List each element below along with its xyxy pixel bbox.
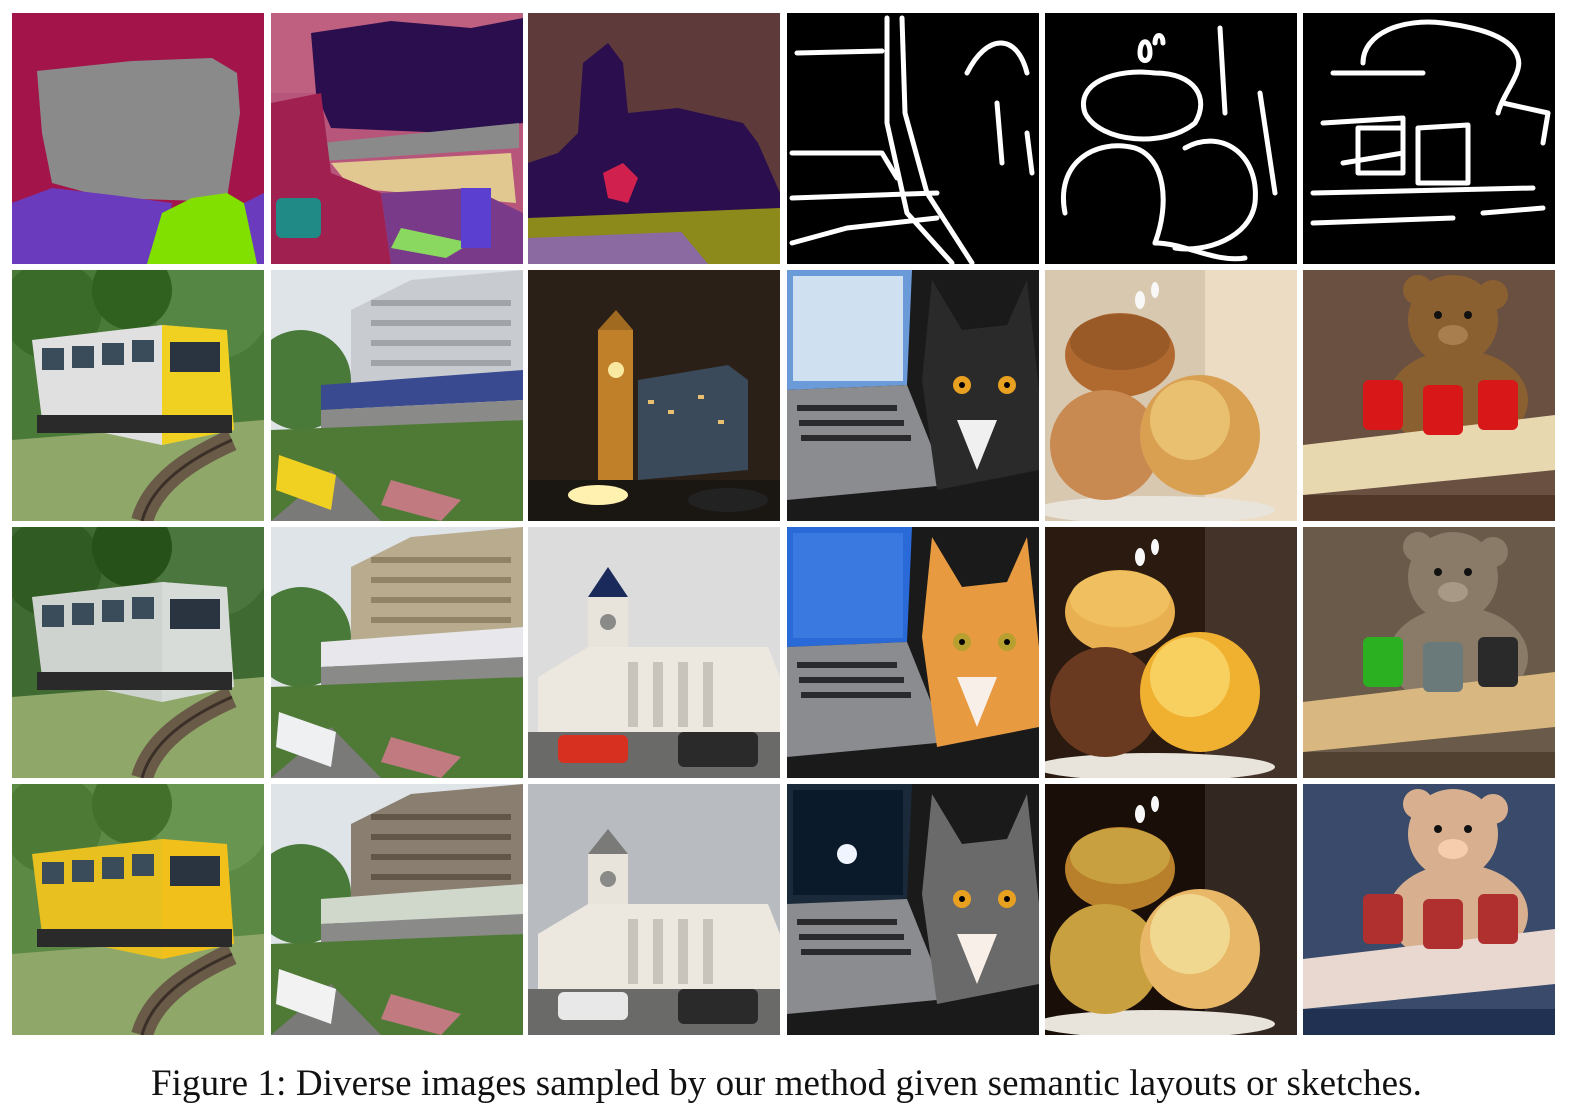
train-viaduct-sample-1	[271, 270, 523, 521]
clock-tower-sample-2	[528, 527, 780, 778]
clock-tower-sample-3	[528, 784, 780, 1035]
teddy-bear-sample-1	[1303, 270, 1555, 521]
train-sample-1	[12, 270, 264, 521]
cat-laptop-sample-1	[787, 270, 1039, 521]
teddy-bear-sample-3	[1303, 784, 1555, 1035]
clock-tower-semantic-layout-input	[528, 13, 780, 264]
cat-laptop-sketch-input	[787, 13, 1039, 264]
cat-laptop-sample-3	[787, 784, 1039, 1035]
train-viaduct-sample-2	[271, 527, 523, 778]
cat-laptop-sample-2	[787, 527, 1039, 778]
figure-caption: Figure 1: Diverse images sampled by our …	[150, 1063, 1423, 1104]
clock-tower-sample-1	[528, 270, 780, 521]
image-grid	[12, 13, 1555, 1035]
donuts-sample-3	[1045, 784, 1297, 1035]
teddy-bear-sample-2	[1303, 527, 1555, 778]
donuts-sample-1	[1045, 270, 1297, 521]
train-sample-2	[12, 527, 264, 778]
train-sample-3	[12, 784, 264, 1035]
donuts-sketch-input	[1045, 13, 1297, 264]
train-viaduct-sample-3	[271, 784, 523, 1035]
train-semantic-layout-input	[12, 13, 264, 264]
train-viaduct-semantic-layout-input	[271, 13, 523, 264]
donuts-sample-2	[1045, 527, 1297, 778]
teddy-bear-sketch-input	[1303, 13, 1555, 264]
